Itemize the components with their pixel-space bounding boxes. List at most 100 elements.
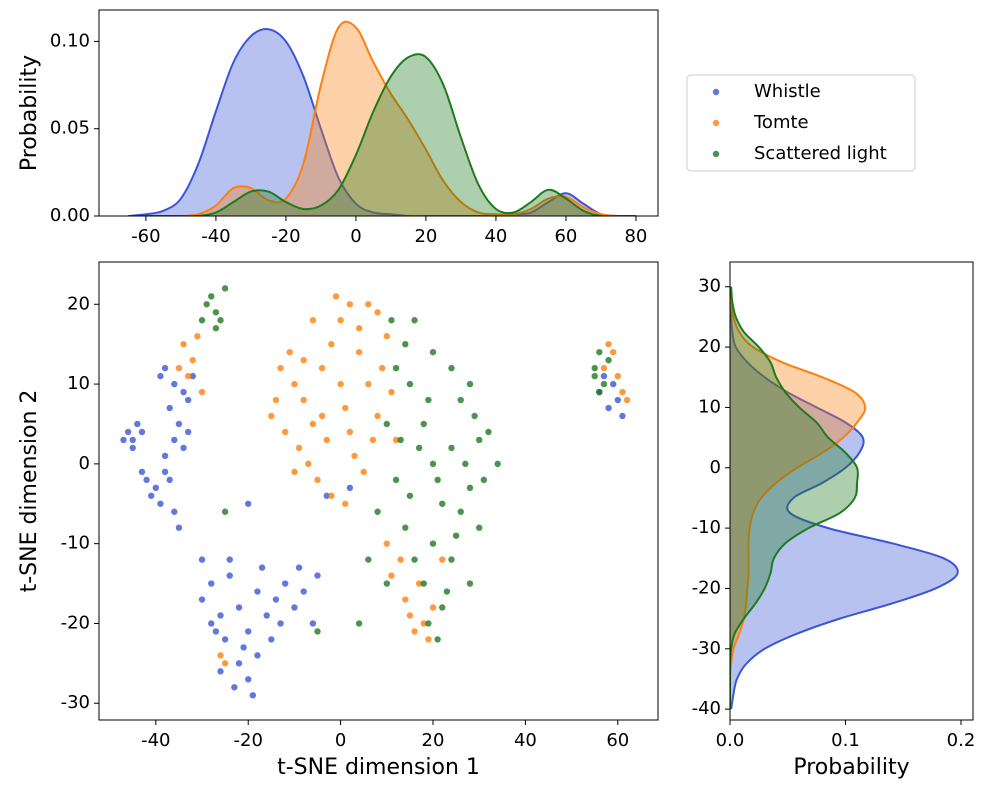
- point: [605, 340, 612, 348]
- point: [180, 340, 187, 348]
- density-fill: [128, 29, 636, 216]
- x-tick-label: 60: [606, 730, 629, 751]
- point: [600, 364, 608, 372]
- legend-label: Scattered light: [754, 143, 887, 164]
- legend-box: [686, 74, 916, 172]
- x-tick-label: 0.2: [947, 730, 976, 751]
- point: [258, 564, 266, 571]
- point: [476, 436, 483, 444]
- point: [443, 588, 451, 595]
- x-tick-label: 0: [350, 226, 361, 247]
- point: [309, 620, 317, 627]
- point: [277, 620, 284, 627]
- point: [591, 372, 598, 380]
- point: [425, 636, 432, 643]
- point: [605, 356, 612, 364]
- legend-marker: [712, 88, 720, 96]
- point: [337, 317, 344, 324]
- point: [402, 596, 409, 603]
- legend-label: Whistle: [754, 81, 821, 102]
- point: [614, 372, 622, 380]
- point: [249, 692, 257, 699]
- point: [406, 612, 414, 619]
- point: [281, 428, 289, 436]
- y-tick-label: 20: [698, 336, 721, 357]
- point: [291, 380, 298, 388]
- point: [245, 676, 252, 683]
- y-axis-label: Probability: [17, 55, 42, 171]
- point: [429, 540, 437, 547]
- point: [318, 412, 326, 420]
- point: [277, 364, 284, 372]
- point: [314, 476, 321, 484]
- point: [471, 412, 478, 420]
- point: [346, 484, 354, 492]
- point: [346, 428, 354, 436]
- x-tick-label: -40: [141, 730, 170, 751]
- point: [263, 612, 270, 619]
- point: [208, 620, 215, 627]
- point: [415, 580, 423, 587]
- point: [286, 348, 293, 356]
- point: [402, 524, 409, 531]
- x-tick-label: 40: [484, 226, 507, 247]
- point: [309, 420, 317, 428]
- point: [194, 333, 201, 340]
- point: [305, 460, 312, 468]
- point: [198, 317, 206, 324]
- point: [184, 428, 192, 436]
- legend-marker: [712, 150, 720, 158]
- point: [374, 412, 381, 420]
- point: [323, 492, 330, 499]
- point: [388, 572, 395, 579]
- point: [457, 396, 464, 404]
- axes-frame: [98, 261, 659, 721]
- point: [397, 436, 404, 444]
- x-tick-label: 80: [624, 226, 647, 247]
- plot-area: [120, 285, 631, 699]
- density-line: [730, 286, 867, 710]
- point: [429, 460, 437, 468]
- point: [480, 476, 488, 484]
- point: [439, 604, 446, 611]
- point: [369, 436, 377, 444]
- density-line: [128, 20, 636, 216]
- density-fill: [730, 286, 866, 710]
- point: [485, 428, 492, 436]
- point: [291, 468, 298, 476]
- x-tick-label: -20: [271, 226, 300, 247]
- point: [175, 420, 183, 428]
- point: [452, 532, 460, 539]
- point: [466, 580, 474, 587]
- point: [392, 364, 400, 372]
- y-tick-label: 0: [710, 457, 721, 478]
- point: [189, 372, 196, 380]
- point: [235, 604, 243, 611]
- point: [420, 580, 427, 587]
- point: [226, 556, 233, 563]
- point: [619, 388, 626, 396]
- x-tick-label: -20: [234, 730, 263, 751]
- point: [240, 644, 247, 651]
- point: [198, 556, 206, 563]
- point: [161, 452, 169, 460]
- point: [383, 420, 391, 428]
- point: [425, 620, 432, 627]
- point: [355, 620, 363, 627]
- point: [360, 468, 367, 476]
- y-tick-label: 0.10: [50, 30, 90, 51]
- point: [448, 444, 455, 452]
- point: [221, 508, 229, 515]
- point: [268, 636, 275, 643]
- point: [600, 380, 608, 388]
- point: [392, 476, 400, 484]
- point: [332, 293, 340, 300]
- y-tick-label: 0.05: [50, 118, 90, 139]
- point: [272, 396, 280, 404]
- point: [596, 388, 603, 396]
- point: [300, 396, 307, 404]
- point: [231, 684, 238, 691]
- axes-frame: [98, 9, 659, 217]
- y-tick-label: 10: [67, 373, 90, 394]
